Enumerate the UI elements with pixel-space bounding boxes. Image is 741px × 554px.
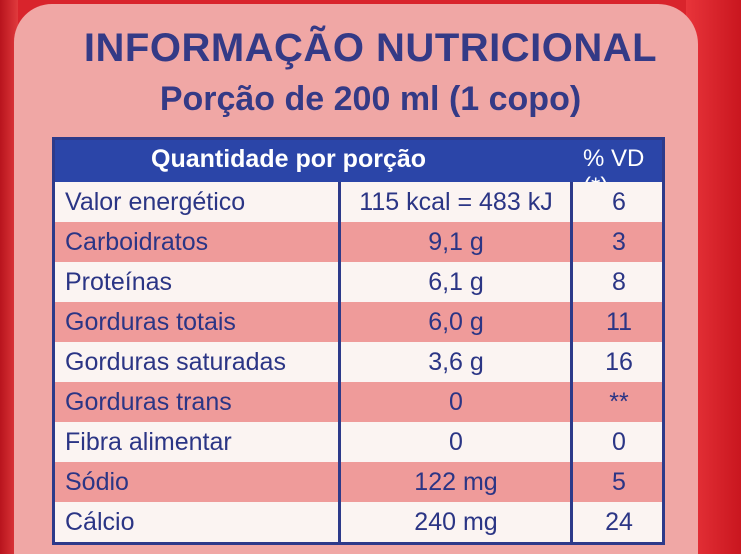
nutrient-name: Gorduras trans (65, 388, 232, 416)
table-row: Gorduras saturadas 3,6 g 16 (55, 342, 662, 382)
label-title: INFORMAÇÃO NUTRICIONAL (83, 26, 658, 70)
nutrient-name: Sódio (65, 468, 129, 496)
nutrient-vd: 5 (612, 468, 626, 496)
nutrition-table: Quantidade por porção % VD (*) Valor ene… (52, 137, 665, 545)
nutrient-vd: 24 (605, 508, 633, 536)
table-row: Valor energético 115 kcal = 483 kJ 6 (55, 182, 662, 222)
table-row: Carboidratos 9,1 g 3 (55, 222, 662, 262)
column-divider (570, 182, 573, 542)
nutrient-quantity: 6,1 g (428, 268, 484, 296)
nutrient-name: Gorduras totais (65, 308, 236, 336)
nutrient-name: Valor energético (65, 188, 246, 216)
table-row: Gorduras trans 0 ** (55, 382, 662, 422)
nutrient-quantity: 9,1 g (428, 228, 484, 256)
header-quantity: Quantidade por porção (151, 145, 427, 173)
nutrient-quantity: 240 mg (414, 508, 498, 536)
nutrient-quantity: 0 (449, 388, 463, 416)
table-row: Fibra alimentar 0 0 (55, 422, 662, 462)
nutrient-name: Fibra alimentar (65, 428, 232, 456)
table-header: Quantidade por porção % VD (*) (55, 140, 662, 200)
nutrient-vd: 16 (605, 348, 633, 376)
serving-size: Porção de 200 ml (1 copo) (159, 80, 582, 118)
nutrient-vd: 0 (612, 428, 626, 456)
nutrient-name: Gorduras saturadas (65, 348, 286, 376)
nutrient-quantity: 0 (449, 428, 463, 456)
nutrient-quantity: 115 kcal = 483 kJ (359, 188, 553, 216)
nutrient-name: Cálcio (65, 508, 135, 536)
column-divider (338, 182, 341, 542)
package-edge-left (0, 0, 18, 554)
nutrient-quantity: 3,6 g (428, 348, 484, 376)
nutrient-quantity: 6,0 g (428, 308, 484, 336)
table-row: Sódio 122 mg 5 (55, 462, 662, 502)
nutrient-vd: 11 (606, 308, 632, 336)
nutrient-vd: 6 (612, 188, 626, 216)
nutrient-vd: 3 (612, 228, 626, 256)
nutrient-vd: 8 (612, 268, 626, 296)
nutrient-quantity: 122 mg (414, 468, 498, 496)
nutrient-name: Carboidratos (65, 228, 209, 256)
nutrient-vd: ** (609, 388, 629, 416)
table-row: Proteínas 6,1 g 8 (55, 262, 662, 302)
nutrient-name: Proteínas (65, 268, 173, 296)
table-row: Gorduras totais 6,0 g 11 (55, 302, 662, 342)
table-row: Cálcio 240 mg 24 (55, 502, 662, 542)
